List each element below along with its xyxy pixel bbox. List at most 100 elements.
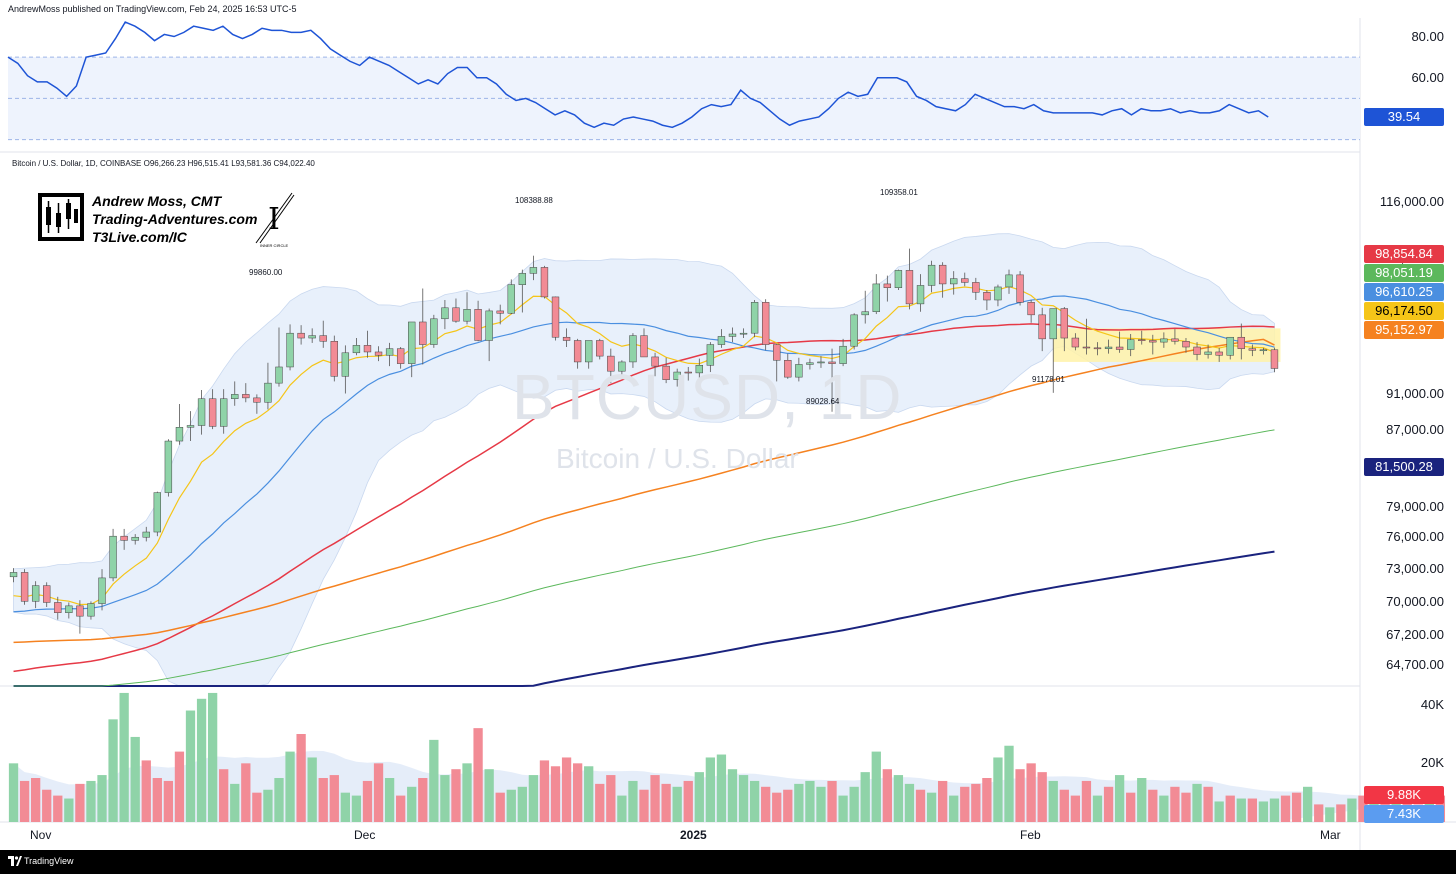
ma-value-tag: 98,051.19 <box>1364 264 1444 282</box>
candle-body <box>784 360 792 378</box>
candle <box>1093 342 1102 356</box>
ma-value-tag: 96,174.50 <box>1364 302 1444 320</box>
volume-bar <box>639 789 649 822</box>
ma-value-tag: 81,500.28 <box>1364 458 1444 476</box>
price-tick-label: 87,000.00 <box>1386 422 1444 438</box>
candle-body <box>1049 308 1057 340</box>
candle <box>883 275 892 302</box>
candle <box>784 353 792 379</box>
volume-bar <box>53 795 63 822</box>
candle-body <box>220 398 228 427</box>
volume-bar <box>219 769 229 822</box>
volume-bar <box>362 780 373 822</box>
volume-bar <box>849 786 859 822</box>
candle <box>330 335 338 382</box>
volume-bar <box>1026 763 1036 822</box>
candle <box>175 404 184 445</box>
candle <box>363 330 372 358</box>
candle-body <box>341 352 350 377</box>
volume-bar <box>185 710 196 822</box>
volume-bar <box>296 734 306 822</box>
volume-bar <box>1214 801 1224 822</box>
volume-bar <box>407 786 417 822</box>
candle <box>385 342 394 367</box>
candle-body <box>883 283 892 288</box>
volume-bar <box>617 795 627 822</box>
volume-bar <box>595 783 605 822</box>
candle <box>43 582 51 607</box>
volume-bar <box>672 786 682 822</box>
candle-body <box>607 355 615 372</box>
footer-brand: TradingView <box>24 856 74 866</box>
volume-bar <box>1159 795 1169 822</box>
price-tick-label: 64,700.00 <box>1386 656 1444 672</box>
volume-bar <box>429 739 439 822</box>
candle-body <box>242 394 250 399</box>
candle <box>1160 332 1168 348</box>
ma-value-tag: 95,152.97 <box>1364 321 1444 339</box>
ma-value-tag: 96,610.25 <box>1364 283 1444 301</box>
candle <box>264 362 272 410</box>
volume-bar <box>561 757 572 822</box>
volume-bar <box>1358 795 1368 822</box>
volume-bar <box>949 795 959 822</box>
sma-100-line <box>13 338 1275 644</box>
candle-body <box>54 602 62 613</box>
author-link[interactable]: T3Live.com/IC <box>92 229 187 245</box>
candle <box>275 327 283 387</box>
candle-body <box>463 309 471 322</box>
volume-bar <box>252 792 262 822</box>
volume-bar <box>42 789 52 822</box>
sma-20-line <box>13 295 1275 613</box>
candle <box>1126 333 1135 357</box>
candle <box>20 569 29 605</box>
volume-bar <box>130 736 140 822</box>
candle <box>1248 344 1257 357</box>
candle-body <box>142 531 150 538</box>
candle-body <box>651 356 659 367</box>
candle-body <box>452 307 460 322</box>
time-tick-label: 2025 <box>680 828 707 842</box>
candle-body <box>728 333 737 337</box>
candle <box>1226 336 1234 360</box>
candle <box>518 269 527 313</box>
volume-bar <box>1247 798 1257 822</box>
candle <box>607 348 615 384</box>
volume-bar <box>1258 801 1269 822</box>
candle <box>1049 308 1057 393</box>
candle <box>319 320 327 348</box>
candle <box>253 394 261 414</box>
candle <box>1270 347 1279 373</box>
candle-body <box>839 345 847 364</box>
volume-bar <box>1291 792 1302 822</box>
volume-bar <box>705 757 716 822</box>
volume-tick-label: 40K <box>1420 696 1444 712</box>
candle-body <box>186 425 195 428</box>
candle-body <box>65 605 73 613</box>
candle <box>673 368 681 387</box>
author-website[interactable]: Trading-Adventures.com <box>92 211 258 227</box>
candle <box>861 290 869 324</box>
volume-bar <box>882 769 892 822</box>
candle <box>341 345 350 394</box>
candle-body <box>861 311 869 316</box>
candle-body <box>396 348 405 364</box>
candle <box>750 300 759 338</box>
candle-body <box>761 302 770 345</box>
candle <box>529 255 538 281</box>
volume-bar <box>230 783 240 822</box>
candle-body <box>1171 338 1179 342</box>
candle <box>186 411 195 442</box>
volume-bar <box>794 783 804 822</box>
candle-body <box>408 321 416 364</box>
swing-low-label: 91178.01 <box>1032 375 1065 384</box>
candle-body <box>1038 314 1046 340</box>
candle-body <box>1270 349 1279 369</box>
candle <box>396 347 405 369</box>
volume-bar <box>373 763 384 822</box>
volume-bar <box>484 769 494 822</box>
candle-body <box>1082 346 1091 349</box>
volume-bar <box>340 792 351 822</box>
volume-bar <box>495 792 505 822</box>
